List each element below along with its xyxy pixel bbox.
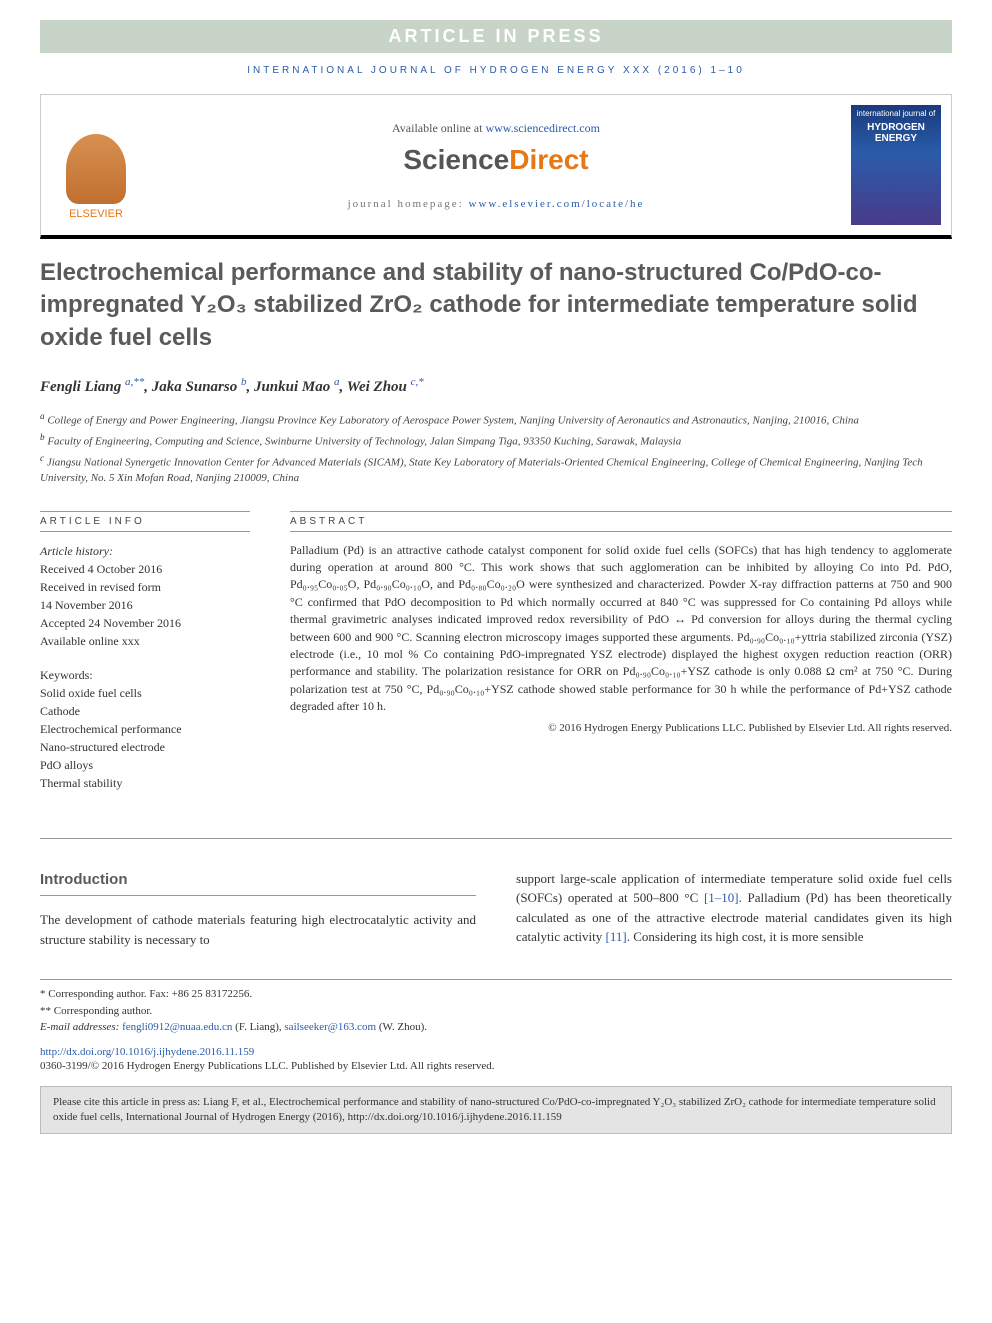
keywords-label: Keywords:: [40, 666, 250, 684]
keyword-line: Thermal stability: [40, 774, 250, 792]
intro-para-left: The development of cathode materials fea…: [40, 910, 476, 949]
journal-reference: INTERNATIONAL JOURNAL OF HYDROGEN ENERGY…: [40, 65, 952, 76]
author-affil-mark: b: [241, 376, 247, 388]
citation-box: Please cite this article in press as: Li…: [40, 1086, 952, 1135]
issn-line: 0360-3199/© 2016 Hydrogen Energy Publica…: [40, 1060, 952, 1072]
email-line: E-mail addresses: fengli0912@nuaa.edu.cn…: [40, 1019, 952, 1036]
body-col-right: support large-scale application of inter…: [516, 869, 952, 950]
available-text: Available online at: [392, 121, 485, 135]
email-name-2: (W. Zhou).: [376, 1021, 427, 1033]
journal-cover-thumbnail[interactable]: international journal of HYDROGEN ENERGY: [851, 105, 941, 225]
abstract-text: Palladium (Pd) is an attractive cathode …: [290, 542, 952, 716]
authors-line: Fengli Liang a,**, Jaka Sunarso b, Junku…: [40, 376, 952, 396]
author-name: Jaka Sunarso b: [152, 379, 247, 395]
sd-logo-left: Science: [403, 144, 509, 175]
author-affil-mark: a: [334, 376, 340, 388]
ref-link-11[interactable]: [11]: [606, 929, 627, 944]
doi-line: http://dx.doi.org/10.1016/j.ijhydene.201…: [40, 1042, 952, 1060]
email-link-2[interactable]: sailseeker@163.com: [284, 1021, 376, 1033]
abstract-copyright: © 2016 Hydrogen Energy Publications LLC.…: [290, 722, 952, 734]
email-name-1: (F. Liang),: [232, 1021, 284, 1033]
affiliation-line: b Faculty of Engineering, Computing and …: [40, 431, 952, 450]
author-name: Junkui Mao a: [254, 379, 340, 395]
corresponding-2: ** Corresponding author.: [40, 1003, 952, 1020]
affiliation-line: a College of Energy and Power Engineerin…: [40, 410, 952, 429]
sciencedirect-link[interactable]: www.sciencedirect.com: [485, 121, 600, 135]
intro-text-3: . Considering its high cost, it is more …: [627, 929, 864, 944]
history-label: Article history:: [40, 542, 250, 560]
doi-link[interactable]: http://dx.doi.org/10.1016/j.ijhydene.201…: [40, 1046, 254, 1058]
history-line: Received 4 October 2016: [40, 560, 250, 578]
cover-title: HYDROGEN ENERGY: [855, 122, 937, 144]
author-name: Wei Zhou c,*: [347, 379, 424, 395]
cover-subtitle: international journal of: [855, 109, 937, 118]
article-info-column: ARTICLE INFO Article history: Received 4…: [40, 511, 250, 808]
history-line: Available online xxx: [40, 632, 250, 650]
author-name: Fengli Liang a,**: [40, 379, 144, 395]
keyword-line: Nano-structured electrode: [40, 738, 250, 756]
keywords-block: Keywords: Solid oxide fuel cellsCathodeE…: [40, 666, 250, 792]
article-title: Electrochemical performance and stabilit…: [40, 257, 952, 354]
history-line: Received in revised form: [40, 578, 250, 596]
available-online-line: Available online at www.sciencedirect.co…: [151, 121, 841, 136]
email-link-1[interactable]: fengli0912@nuaa.edu.cn: [122, 1021, 232, 1033]
elsevier-tree-icon: [66, 134, 126, 204]
history-line: 14 November 2016: [40, 596, 250, 614]
body-columns: Introduction The development of cathode …: [40, 869, 952, 950]
affiliation-line: c Jiangsu National Synergetic Innovation…: [40, 452, 952, 486]
corresponding-1: * Corresponding author. Fax: +86 25 8317…: [40, 986, 952, 1003]
header-center: Available online at www.sciencedirect.co…: [151, 121, 841, 210]
header-block: ELSEVIER Available online at www.science…: [40, 94, 952, 239]
homepage-line: journal homepage: www.elsevier.com/locat…: [151, 198, 841, 210]
article-info-label: ARTICLE INFO: [40, 511, 250, 532]
author-affil-mark: c,*: [411, 376, 424, 388]
ref-link-1-10[interactable]: [1–10]: [704, 890, 739, 905]
sd-logo-right: Direct: [509, 144, 588, 175]
homepage-link[interactable]: www.elsevier.com/locate/he: [469, 198, 645, 210]
author-affil-mark: a,**: [125, 376, 144, 388]
elsevier-label: ELSEVIER: [69, 208, 123, 220]
keyword-line: Electrochemical performance: [40, 720, 250, 738]
email-label: E-mail addresses:: [40, 1021, 122, 1033]
article-history: Article history: Received 4 October 2016…: [40, 542, 250, 650]
sciencedirect-logo[interactable]: ScienceDirect: [151, 144, 841, 176]
info-abstract-row: ARTICLE INFO Article history: Received 4…: [40, 511, 952, 839]
keyword-line: Cathode: [40, 702, 250, 720]
body-col-left: Introduction The development of cathode …: [40, 869, 476, 950]
elsevier-logo[interactable]: ELSEVIER: [51, 110, 141, 220]
affiliations-block: a College of Energy and Power Engineerin…: [40, 410, 952, 487]
article-in-press-banner: ARTICLE IN PRESS: [40, 20, 952, 53]
footnotes-block: * Corresponding author. Fax: +86 25 8317…: [40, 979, 952, 1036]
keyword-line: PdO alloys: [40, 756, 250, 774]
introduction-heading: Introduction: [40, 869, 476, 897]
keyword-line: Solid oxide fuel cells: [40, 684, 250, 702]
abstract-label: ABSTRACT: [290, 511, 952, 532]
homepage-label: journal homepage:: [348, 198, 469, 210]
history-line: Accepted 24 November 2016: [40, 614, 250, 632]
intro-para-right: support large-scale application of inter…: [516, 869, 952, 947]
abstract-column: ABSTRACT Palladium (Pd) is an attractive…: [290, 511, 952, 808]
